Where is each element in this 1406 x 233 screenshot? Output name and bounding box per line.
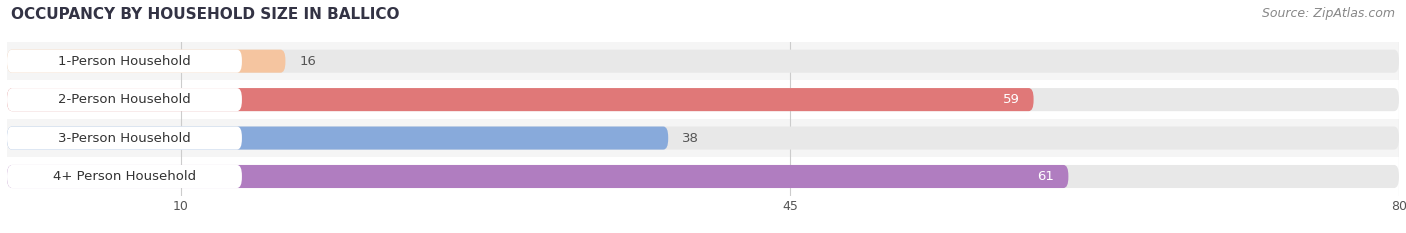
Text: Source: ZipAtlas.com: Source: ZipAtlas.com (1261, 7, 1395, 20)
Text: 1-Person Household: 1-Person Household (58, 55, 191, 68)
FancyBboxPatch shape (7, 165, 242, 188)
FancyBboxPatch shape (7, 119, 1399, 157)
FancyBboxPatch shape (7, 50, 242, 73)
Text: 16: 16 (299, 55, 316, 68)
FancyBboxPatch shape (7, 127, 1399, 150)
FancyBboxPatch shape (7, 42, 1399, 80)
FancyBboxPatch shape (7, 88, 242, 111)
Text: 2-Person Household: 2-Person Household (58, 93, 191, 106)
FancyBboxPatch shape (7, 88, 1399, 111)
FancyBboxPatch shape (7, 157, 1399, 196)
FancyBboxPatch shape (7, 88, 1033, 111)
Text: 61: 61 (1038, 170, 1054, 183)
FancyBboxPatch shape (7, 165, 1069, 188)
Text: OCCUPANCY BY HOUSEHOLD SIZE IN BALLICO: OCCUPANCY BY HOUSEHOLD SIZE IN BALLICO (11, 7, 399, 22)
FancyBboxPatch shape (7, 127, 242, 150)
Text: 4+ Person Household: 4+ Person Household (53, 170, 195, 183)
FancyBboxPatch shape (7, 165, 1399, 188)
FancyBboxPatch shape (7, 50, 285, 73)
Text: 38: 38 (682, 132, 699, 144)
FancyBboxPatch shape (7, 80, 1399, 119)
Text: 59: 59 (1002, 93, 1019, 106)
Text: 3-Person Household: 3-Person Household (58, 132, 191, 144)
FancyBboxPatch shape (7, 127, 668, 150)
FancyBboxPatch shape (7, 50, 1399, 73)
